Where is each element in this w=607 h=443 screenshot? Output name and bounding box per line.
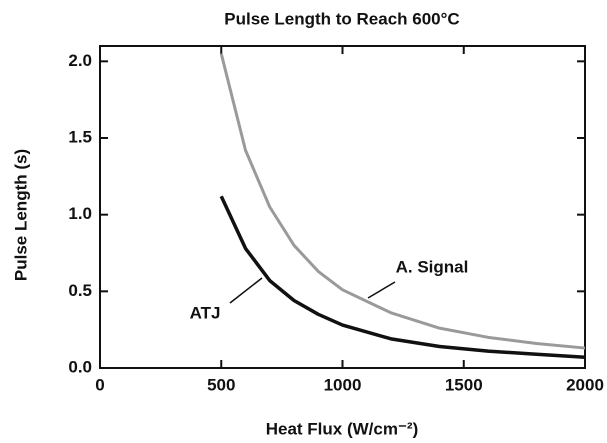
y-tick-label: 1.5 [68,127,92,146]
x-tick-label: 1000 [324,375,362,394]
x-tick-label: 0 [95,375,104,394]
y-tick-label: 0.0 [68,357,92,376]
annotation-leader [367,281,396,299]
x-tick-label: 2000 [566,375,604,394]
y-tick-label: 0.5 [68,281,92,300]
chart-title: Pulse Length to Reach 600°C [224,9,459,28]
x-tick-label: 1500 [445,375,483,394]
plot-frame [99,45,586,369]
x-axis-label: Heat Flux (W/cm⁻²) [266,419,419,438]
y-axis-label: Pulse Length (s) [11,149,30,281]
x-tick-label: 500 [207,375,235,394]
series-line [219,53,586,350]
series-annotation: A. Signal [396,257,469,276]
series-annotation: ATJ [190,303,221,322]
y-tick-label: 1.0 [68,204,92,223]
y-tick-label: 2.0 [68,51,92,70]
annotation-leader [229,277,263,304]
series-line [219,195,586,360]
